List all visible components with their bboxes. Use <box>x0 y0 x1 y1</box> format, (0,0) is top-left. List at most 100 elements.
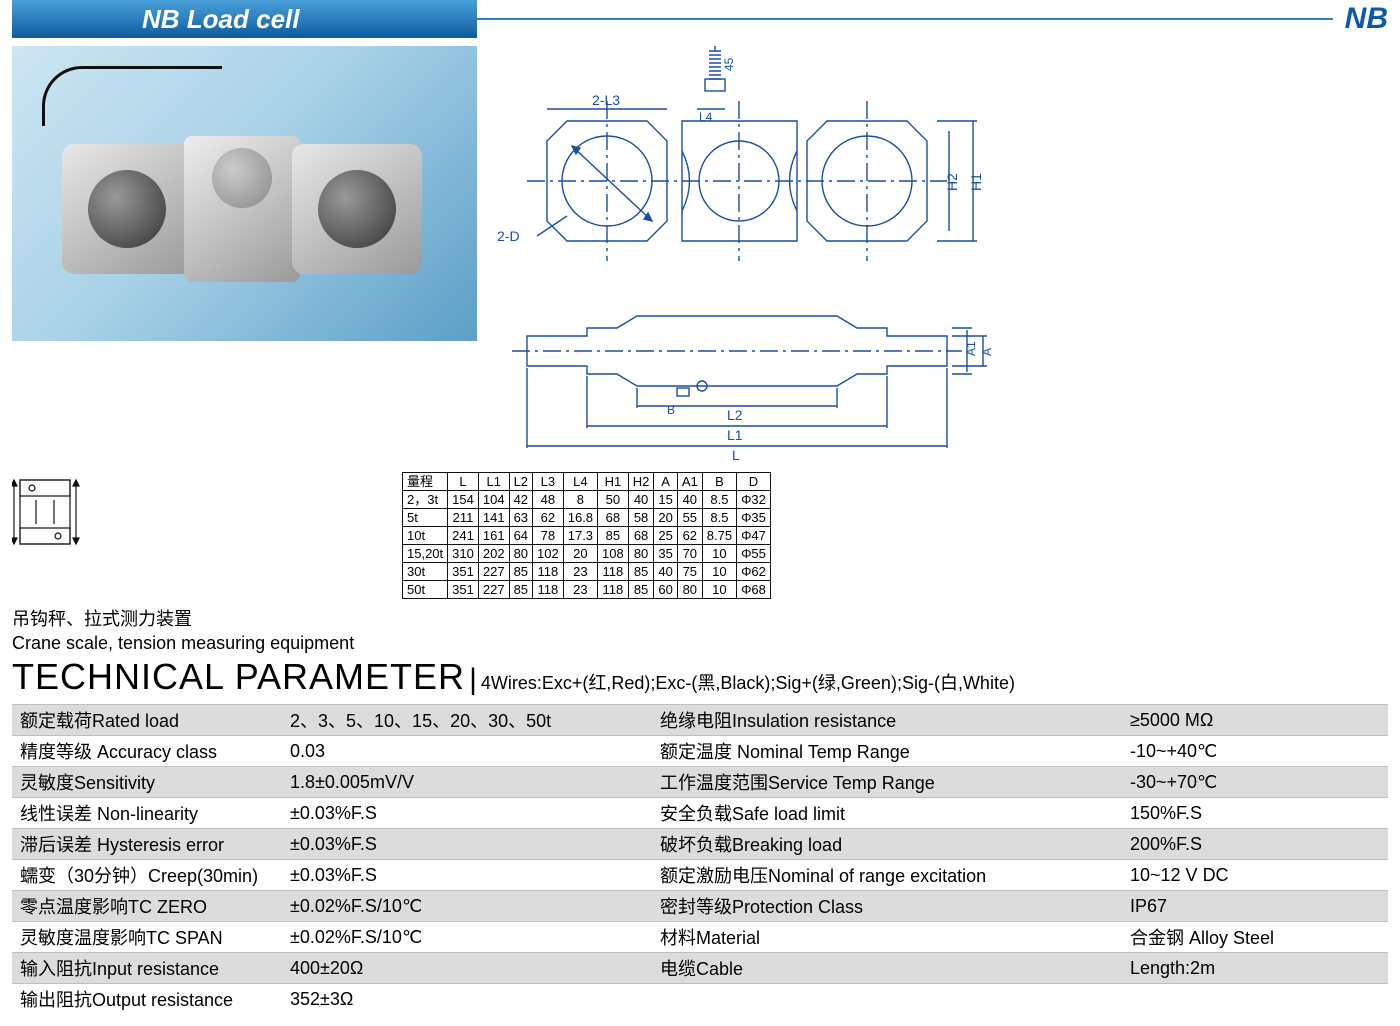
dim-cell: Φ47 <box>737 527 771 545</box>
dim-row: 30t351227851182311885407510Φ62 <box>403 563 771 581</box>
dim-H1: H1 <box>968 173 984 191</box>
param-row: 额定载荷Rated load2、3、5、10、15、20、30、50t绝缘电阻I… <box>12 705 1388 736</box>
param-label: 灵敏度Sensitivity <box>12 767 282 798</box>
header-rule <box>477 18 1333 20</box>
dim-cell: 80 <box>677 581 702 599</box>
header-model-code: NB <box>1345 2 1388 36</box>
param-val: 2、3、5、10、15、20、30、50t <box>282 705 652 736</box>
dim-cell: 227 <box>478 563 509 581</box>
dim-cell: 17.3 <box>563 527 597 545</box>
dim-cell: 58 <box>628 509 654 527</box>
dim-cell: 23 <box>563 581 597 599</box>
param-label2: 破坏负载Breaking load <box>652 829 1122 860</box>
param-row: 灵敏度Sensitivity1.8±0.005mV/V工作温度范围Service… <box>12 767 1388 798</box>
param-row: 精度等级 Accuracy class0.03额定温度 Nominal Temp… <box>12 736 1388 767</box>
param-label2: 电缆Cable <box>652 953 1122 984</box>
param-val2: 合金钢 Alloy Steel <box>1122 922 1388 953</box>
param-label: 零点温度影响TC ZERO <box>12 891 282 922</box>
dim-cell: 30t <box>403 563 448 581</box>
param-row: 输入阻抗Input resistance400±20Ω电缆CableLength… <box>12 953 1388 984</box>
dim-cell: 60 <box>654 581 677 599</box>
loadcell-center-block <box>184 136 300 282</box>
loadcell-left-ring <box>62 144 192 274</box>
param-label2: 密封等级Protection Class <box>652 891 1122 922</box>
parameter-table: 额定载荷Rated load2、3、5、10、15、20、30、50t绝缘电阻I… <box>12 704 1388 1014</box>
dim-cell: 85 <box>598 527 629 545</box>
param-val: ±0.03%F.S <box>282 798 652 829</box>
dim-cell: Φ68 <box>737 581 771 599</box>
param-val2: IP67 <box>1122 891 1388 922</box>
dim-cell: 10 <box>702 581 736 599</box>
dim-header: B <box>702 473 736 491</box>
param-label: 额定载荷Rated load <box>12 705 282 736</box>
param-label2: 工作温度范围Service Temp Range <box>652 767 1122 798</box>
param-row: 输出阻抗Output resistance352±3Ω <box>12 984 1388 1015</box>
description-cn: 吊钩秤、拉式测力装置 <box>12 605 1388 631</box>
dim-cell: 85 <box>628 563 654 581</box>
dim-cell: 202 <box>478 545 509 563</box>
param-label2: 额定激励电压Nominal of range excitation <box>652 860 1122 891</box>
dim-cell: 85 <box>509 563 532 581</box>
dim-cell: 8.5 <box>702 509 736 527</box>
param-label2: 额定温度 Nominal Temp Range <box>652 736 1122 767</box>
param-val: 352±3Ω <box>282 984 652 1015</box>
dim-cell: 23 <box>563 563 597 581</box>
cable-icon <box>42 66 222 126</box>
dim-cell: 20 <box>563 545 597 563</box>
dim-cell: 25 <box>654 527 677 545</box>
tech-title-bar: TECHNICAL PARAMETER | 4Wires:Exc+(红,Red)… <box>12 656 1388 698</box>
dim-L: L <box>732 447 740 463</box>
dim-cell: 118 <box>598 563 629 581</box>
param-label: 精度等级 Accuracy class <box>12 736 282 767</box>
param-label2: 材料Material <box>652 922 1122 953</box>
dim-L2: L2 <box>727 407 743 423</box>
page: NB Load cell NB <box>0 0 1400 1026</box>
param-val2: Length:2m <box>1122 953 1388 984</box>
dim-cell: 118 <box>533 581 564 599</box>
param-label: 输出阻抗Output resistance <box>12 984 282 1015</box>
dim-cell: 310 <box>448 545 479 563</box>
dim-cell: 40 <box>677 491 702 509</box>
dim-cell: 8 <box>563 491 597 509</box>
dim-header: 量程 <box>403 473 448 491</box>
dim-cell: 48 <box>533 491 564 509</box>
dim-cell: 351 <box>448 581 479 599</box>
param-val: 1.8±0.005mV/V <box>282 767 652 798</box>
param-row: 蠕变（30分钟）Creep(30min)±0.03%F.S额定激励电压Nomin… <box>12 860 1388 891</box>
param-val: 400±20Ω <box>282 953 652 984</box>
dim-cell: 70 <box>677 545 702 563</box>
dim-cell: 108 <box>598 545 629 563</box>
dim-B: B <box>667 403 675 417</box>
dim-cell: 15 <box>654 491 677 509</box>
dim-cell: 118 <box>533 563 564 581</box>
dim-header: D <box>737 473 771 491</box>
param-row: 线性误差 Non-linearity±0.03%F.S安全负载Safe load… <box>12 798 1388 829</box>
dim-cell: 80 <box>509 545 532 563</box>
wires-label: 4Wires:Exc+(红,Red);Exc-(黑,Black);Sig+(绿,… <box>481 669 1015 695</box>
dim-cell: 154 <box>448 491 479 509</box>
dim-A1: A1 <box>964 341 978 356</box>
param-val: ±0.02%F.S/10℃ <box>282 891 652 922</box>
dim-cell: 40 <box>628 491 654 509</box>
dim-cell: 141 <box>478 509 509 527</box>
tech-separator: | <box>469 663 477 697</box>
dim-cell: 20 <box>654 509 677 527</box>
dim-cell: Φ62 <box>737 563 771 581</box>
dim-A: A <box>980 348 994 356</box>
dim-cell: 10 <box>702 545 736 563</box>
dim-cell: 15,20t <box>403 545 448 563</box>
dim-header: L <box>448 473 479 491</box>
loadcell-illustration <box>62 126 422 286</box>
dim-cell: 351 <box>448 563 479 581</box>
dim-cell: 85 <box>628 581 654 599</box>
mini-drawing <box>12 472 82 562</box>
dim-cell: 161 <box>478 527 509 545</box>
dim-header: H2 <box>628 473 654 491</box>
param-val: ±0.02%F.S/10℃ <box>282 922 652 953</box>
dim-cell: 102 <box>533 545 564 563</box>
param-label: 输入阻抗Input resistance <box>12 953 282 984</box>
dim-cell: 40 <box>654 563 677 581</box>
param-val2 <box>1122 984 1388 1015</box>
dim-cell: 118 <box>598 581 629 599</box>
dim-cell: 62 <box>677 527 702 545</box>
